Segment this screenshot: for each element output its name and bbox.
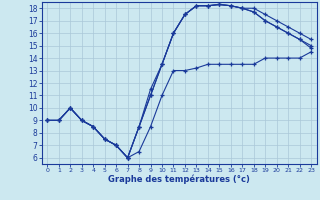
X-axis label: Graphe des températures (°c): Graphe des températures (°c) bbox=[108, 175, 250, 184]
